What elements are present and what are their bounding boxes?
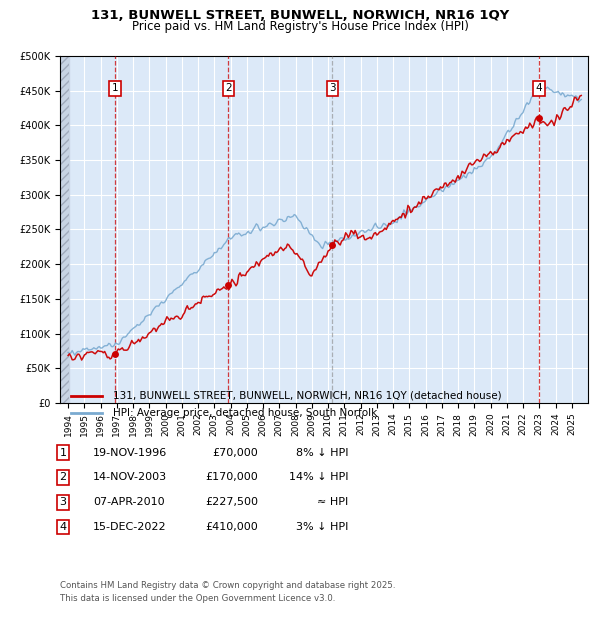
Text: 4: 4: [59, 522, 67, 532]
Text: £170,000: £170,000: [205, 472, 258, 482]
Text: 1: 1: [59, 448, 67, 458]
Text: 3: 3: [59, 497, 67, 507]
Bar: [60, 56, 70, 403]
Text: 14-NOV-2003: 14-NOV-2003: [93, 472, 167, 482]
Text: 131, BUNWELL STREET, BUNWELL, NORWICH, NR16 1QY: 131, BUNWELL STREET, BUNWELL, NORWICH, N…: [91, 9, 509, 22]
Text: 131, BUNWELL STREET, BUNWELL, NORWICH, NR16 1QY (detached house): 131, BUNWELL STREET, BUNWELL, NORWICH, N…: [113, 391, 502, 401]
Text: HPI: Average price, detached house, South Norfolk: HPI: Average price, detached house, Sout…: [113, 409, 377, 419]
Text: 15-DEC-2022: 15-DEC-2022: [93, 522, 167, 532]
Text: 3: 3: [329, 84, 336, 94]
Text: 4: 4: [535, 84, 542, 94]
Text: £70,000: £70,000: [212, 448, 258, 458]
Text: Contains HM Land Registry data © Crown copyright and database right 2025.: Contains HM Land Registry data © Crown c…: [60, 581, 395, 590]
Text: 1: 1: [112, 84, 118, 94]
Text: £227,500: £227,500: [205, 497, 258, 507]
Text: 14% ↓ HPI: 14% ↓ HPI: [289, 472, 348, 482]
Text: Price paid vs. HM Land Registry's House Price Index (HPI): Price paid vs. HM Land Registry's House …: [131, 20, 469, 33]
Text: 3% ↓ HPI: 3% ↓ HPI: [296, 522, 348, 532]
Bar: [60, 56, 70, 403]
Text: 2: 2: [225, 84, 232, 94]
Text: 19-NOV-1996: 19-NOV-1996: [93, 448, 167, 458]
Text: 2: 2: [59, 472, 67, 482]
Text: 07-APR-2010: 07-APR-2010: [93, 497, 164, 507]
Text: This data is licensed under the Open Government Licence v3.0.: This data is licensed under the Open Gov…: [60, 593, 335, 603]
Text: £410,000: £410,000: [205, 522, 258, 532]
Text: 8% ↓ HPI: 8% ↓ HPI: [296, 448, 348, 458]
Text: ≈ HPI: ≈ HPI: [317, 497, 348, 507]
